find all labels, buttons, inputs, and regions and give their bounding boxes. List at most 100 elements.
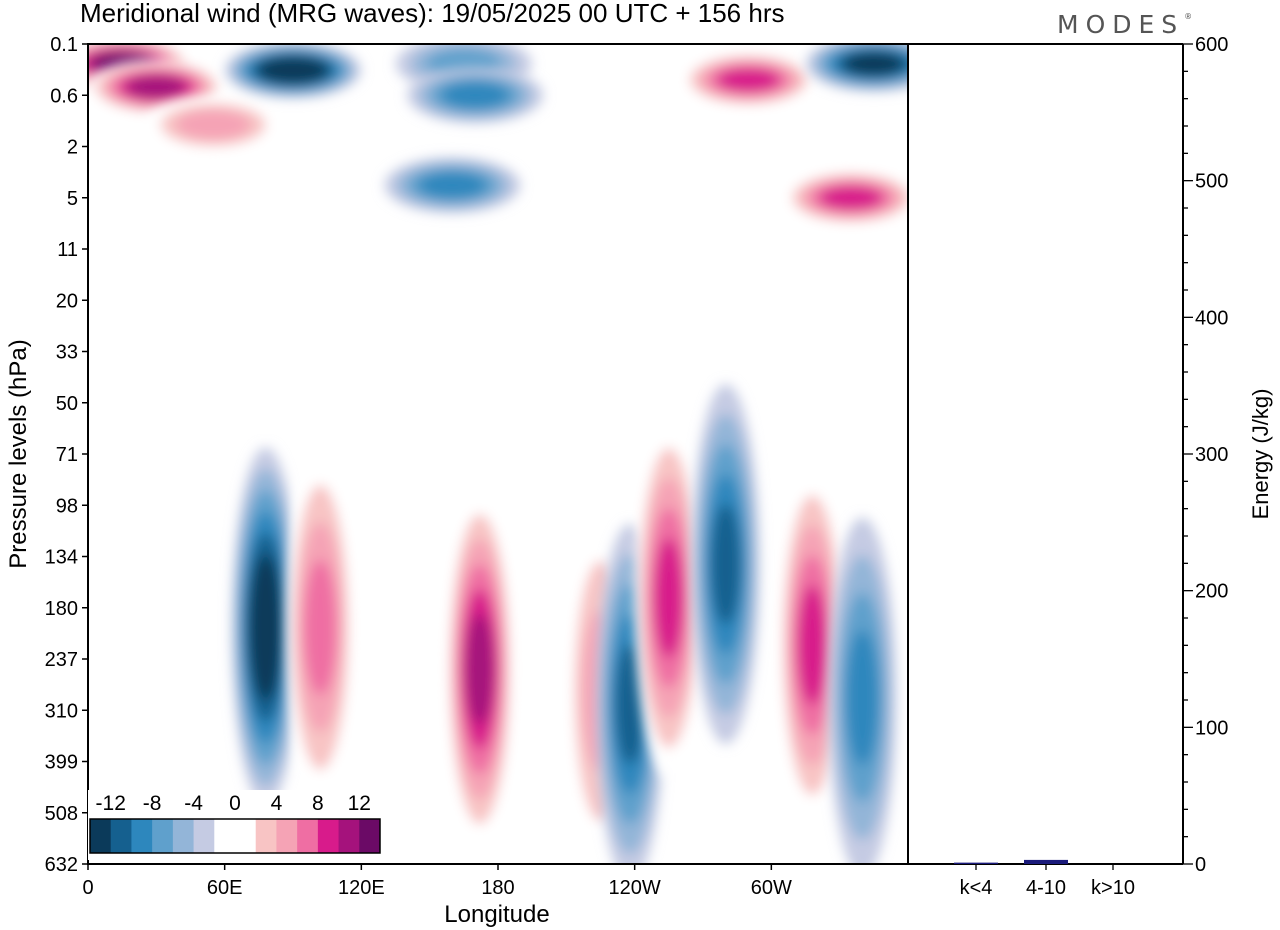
contour-band <box>846 630 879 766</box>
x-axis-label: Longitude <box>444 901 549 928</box>
contour-feature <box>384 157 521 214</box>
colorbar-cell <box>297 819 319 853</box>
contour-feature <box>145 96 282 153</box>
y-tick-label: 2 <box>67 137 78 159</box>
colorbar-frame <box>89 818 381 854</box>
x-tick-label: 60E <box>207 877 243 899</box>
y-tick-label: 71 <box>56 444 78 466</box>
contour-band <box>252 575 280 679</box>
contour-feature <box>805 44 908 92</box>
y-tick-label: 134 <box>45 547 78 569</box>
contour-band <box>465 614 494 725</box>
contour-feature <box>783 169 908 226</box>
contour-panel: 0.1 0.6 2 5 11 20 33 50 71 98 134 180 237 310 399 508 63… <box>5 34 909 928</box>
colorbar-cell <box>131 819 153 853</box>
x-tick-label: 120W <box>609 877 661 899</box>
longitude-axis: 0 60E 120E 180 120W 60W <box>82 864 792 899</box>
contour-band <box>797 585 828 706</box>
colorbar-label: 12 <box>348 792 371 815</box>
x-tick-label: 0 <box>82 877 93 899</box>
colorbar-label: 0 <box>229 792 241 815</box>
contour-band <box>615 643 645 764</box>
y-tick-label: 20 <box>56 290 78 312</box>
energy-tick-label: 600 <box>1195 34 1228 56</box>
colorbar-cell <box>359 819 381 853</box>
energy-tick-label: 500 <box>1195 171 1228 193</box>
energy-axis-label: Energy (J/kg) <box>1248 389 1273 520</box>
colorbar-cell <box>338 819 360 853</box>
contour-feature <box>634 417 703 778</box>
energy-bar <box>1024 859 1068 864</box>
contour-feature <box>231 447 300 808</box>
colorbar-cell <box>172 819 195 853</box>
pressure-axis: 0.1 0.6 2 5 11 20 33 50 71 98 134 180 237 310 399 508 63… <box>45 34 88 876</box>
energy-tick-label: 200 <box>1195 581 1228 603</box>
x-tick-label: 60W <box>751 877 792 899</box>
contour-band <box>304 559 337 695</box>
contour-band <box>264 59 322 82</box>
y-tick-label: 98 <box>56 495 78 517</box>
colorbar-label: -8 <box>143 792 162 815</box>
contour-feature <box>88 59 225 116</box>
contour-band <box>418 172 486 199</box>
colorbar-label: -4 <box>184 792 203 815</box>
colorbar-cell <box>214 819 236 853</box>
y-tick-label: 237 <box>45 649 78 671</box>
colorbar-labels: -12 -8 -4 0 4 8 12 <box>96 792 371 815</box>
x-tick-label: 180 <box>481 877 514 899</box>
colorbar-cells <box>90 819 381 853</box>
colorbar-cell <box>90 819 112 853</box>
energy-panel: 0 100 200 300 400 500 600 k<4 4-10 k>10 Energy (… <box>907 34 1273 899</box>
registered-mark: ® <box>1184 12 1193 21</box>
y-tick-label: 180 <box>45 598 78 620</box>
y-tick-label: 0.1 <box>50 34 78 56</box>
colorbar-cell <box>110 819 132 853</box>
colorbar-label: -12 <box>96 792 126 815</box>
contour-fill <box>88 44 908 864</box>
colorbar-cell <box>193 819 215 853</box>
colorbar-label: 8 <box>312 792 324 815</box>
y-tick-label: 0.6 <box>50 85 78 107</box>
contour-band <box>717 67 780 92</box>
energy-bar <box>954 862 998 864</box>
y-axis-label: Pressure levels (hPa) <box>5 339 32 568</box>
contour-feature <box>828 517 897 864</box>
energy-tick-label: 100 <box>1195 717 1228 739</box>
contour-feature <box>691 384 760 745</box>
energy-axis: 0 100 200 300 400 500 600 <box>1183 34 1228 876</box>
colorbar-cell <box>235 819 257 853</box>
energy-tick-label: 400 <box>1195 307 1228 329</box>
contour-band <box>844 52 904 76</box>
modes-logo: MODES® <box>1057 10 1192 39</box>
energy-category-label: k>10 <box>1091 877 1135 899</box>
energy-tick-label: 0 <box>1195 854 1206 876</box>
contour-band <box>126 75 186 99</box>
y-tick-label: 50 <box>56 393 78 415</box>
contour-band <box>441 82 509 109</box>
x-tick-label: 120E <box>338 877 385 899</box>
energy-bars <box>954 859 1068 864</box>
energy-tick-label: 300 <box>1195 444 1228 466</box>
y-tick-label: 399 <box>45 752 78 774</box>
colorbar-cell <box>317 819 340 853</box>
y-tick-label: 310 <box>45 700 78 722</box>
contour-feature <box>680 51 817 108</box>
energy-category-label: k<4 <box>960 877 993 899</box>
y-tick-label: 33 <box>56 342 78 364</box>
colorbar-cell <box>276 819 298 853</box>
contour-band <box>654 537 684 658</box>
energy-categories: k<4 4-10 k>10 <box>960 864 1135 899</box>
y-tick-label: 11 <box>57 239 78 261</box>
colorbar: -12 -8 -4 0 4 8 12 <box>88 790 383 860</box>
colorbar-cell <box>152 819 174 853</box>
logo-text: MODES <box>1057 10 1185 39</box>
contour-feature <box>445 489 514 850</box>
y-tick-label: 5 <box>67 188 78 210</box>
contour-feature <box>286 447 355 808</box>
colorbar-label: 4 <box>271 792 283 815</box>
contour-band <box>710 504 741 625</box>
y-tick-label: 508 <box>45 803 78 825</box>
contour-feature <box>407 67 544 124</box>
energy-category-label: 4-10 <box>1026 877 1066 899</box>
